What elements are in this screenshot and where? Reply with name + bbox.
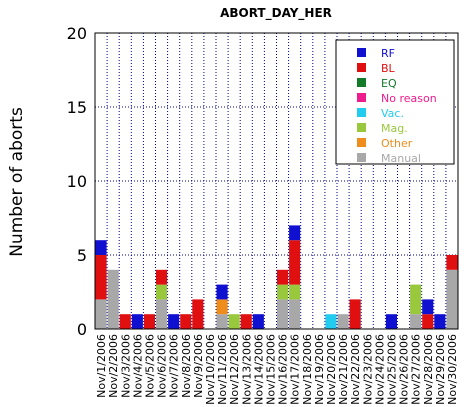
y-tick-label: 0 xyxy=(77,320,87,339)
legend-label: Mag. xyxy=(381,122,408,135)
bar-segment xyxy=(289,225,301,241)
x-tick-labels: Nov/1/2006 Nov/2/2006 Nov/3/2006 Nov/4/2006… xyxy=(95,334,459,405)
bar-segment xyxy=(156,299,168,329)
y-tick-label: 10 xyxy=(67,172,87,191)
x-tick-label: Nov/18/2006 xyxy=(301,334,314,405)
bar-segment xyxy=(119,314,131,329)
x-tick-label: Nov/23/2006 xyxy=(361,334,374,405)
y-tick-label: 5 xyxy=(77,246,87,265)
bar-segment xyxy=(422,314,434,329)
legend-label: No reason xyxy=(381,92,437,105)
x-tick-label: Nov/20/2006 xyxy=(325,334,338,405)
bar-segment xyxy=(349,299,361,329)
x-tick-label: Nov/9/2006 xyxy=(192,334,205,398)
bar-segment xyxy=(446,269,458,329)
legend-swatch xyxy=(357,78,366,87)
bar-segment xyxy=(422,299,434,315)
x-tick-label: Nov/8/2006 xyxy=(180,334,193,398)
bar-segment xyxy=(289,240,301,285)
x-tick-label: Nov/17/2006 xyxy=(289,334,302,405)
bar-segment xyxy=(131,314,143,329)
x-tick-label: Nov/3/2006 xyxy=(119,334,132,398)
bar-segment xyxy=(156,269,168,285)
y-tick-label: 15 xyxy=(67,98,87,117)
bar-segment xyxy=(216,299,228,315)
x-tick-label: Nov/7/2006 xyxy=(168,334,181,398)
x-tick-label: Nov/25/2006 xyxy=(385,334,398,405)
bar-segment xyxy=(216,314,228,329)
x-tick-label: Nov/16/2006 xyxy=(277,334,290,405)
x-tick-label: Nov/19/2006 xyxy=(313,334,326,405)
bar-segment xyxy=(107,269,119,329)
bar-segment xyxy=(277,284,289,300)
x-tick-label: Nov/30/2006 xyxy=(446,334,459,405)
legend-label: EQ xyxy=(381,77,397,90)
bars xyxy=(95,225,458,329)
legend-swatch xyxy=(357,93,366,102)
x-tick-label: Nov/5/2006 xyxy=(143,334,156,398)
y-tick-labels: 0 5 10 15 20 xyxy=(67,24,87,339)
bar-segment xyxy=(410,314,422,329)
legend-swatch xyxy=(357,153,366,162)
legend-label: Manual xyxy=(381,152,421,165)
bar-segment xyxy=(156,284,168,300)
bar-segment xyxy=(240,314,252,329)
x-tick-label: Nov/1/2006 xyxy=(95,334,108,398)
bar-segment xyxy=(277,269,289,285)
bar-segment xyxy=(252,314,264,329)
bar-segment xyxy=(385,314,397,329)
plot-frame xyxy=(94,32,459,330)
bar-segment xyxy=(95,240,107,255)
legend-label: RF xyxy=(381,47,395,60)
legend-label: BL xyxy=(381,62,396,75)
y-tick-label: 20 xyxy=(67,24,87,43)
x-tick-label: Nov/12/2006 xyxy=(228,334,241,405)
grid-lines xyxy=(95,33,458,329)
x-tick-label: Nov/15/2006 xyxy=(264,334,277,405)
bar-segment xyxy=(446,255,458,270)
x-tick-label: Nov/4/2006 xyxy=(131,334,144,398)
x-tick-label: Nov/22/2006 xyxy=(349,334,362,405)
bar-segment xyxy=(289,284,301,300)
legend-swatch xyxy=(357,123,366,132)
x-tick-label: Nov/10/2006 xyxy=(204,334,217,405)
legend-swatch xyxy=(357,48,366,57)
x-tick-label: Nov/26/2006 xyxy=(398,334,411,405)
x-tick-label: Nov/11/2006 xyxy=(216,334,229,405)
legend-label: Vac. xyxy=(381,107,404,120)
legend-label: Other xyxy=(381,137,413,150)
x-tick-label: Nov/2/2006 xyxy=(107,334,120,398)
x-tick-label: Nov/28/2006 xyxy=(422,334,435,405)
x-tick-label: Nov/29/2006 xyxy=(434,334,447,405)
bar-segment xyxy=(216,284,228,300)
legend-swatch xyxy=(357,138,366,147)
bar-segment xyxy=(95,255,107,300)
x-tick-label: Nov/27/2006 xyxy=(410,334,423,405)
bar-segment xyxy=(168,314,180,329)
legend-swatch xyxy=(357,63,366,72)
x-tick-label: Nov/21/2006 xyxy=(337,334,350,405)
x-tick-label: Nov/14/2006 xyxy=(252,334,265,405)
x-tick-label: Nov/13/2006 xyxy=(240,334,253,405)
bar-segment xyxy=(410,284,422,315)
bar-segment xyxy=(289,299,301,329)
bar-segment xyxy=(325,314,337,329)
x-tick-label: Nov/6/2006 xyxy=(156,334,169,398)
chart-title: ABORT_DAY_HER xyxy=(220,6,332,21)
bar-segment xyxy=(228,314,240,329)
bar-segment xyxy=(277,299,289,329)
legend-swatch xyxy=(357,108,366,117)
bar-segment xyxy=(95,299,107,329)
bar-segment xyxy=(434,314,446,329)
bar-segment xyxy=(337,314,349,329)
bar-segment xyxy=(143,314,155,329)
legend-box xyxy=(335,39,455,165)
bar-segment xyxy=(192,299,204,329)
x-tick-label: Nov/24/2006 xyxy=(373,334,386,405)
legend: RF BL EQ No reason Vac. Mag. Other Manual xyxy=(335,39,455,165)
y-axis-label: Number of aborts xyxy=(7,107,27,257)
bar-segment xyxy=(180,314,192,329)
